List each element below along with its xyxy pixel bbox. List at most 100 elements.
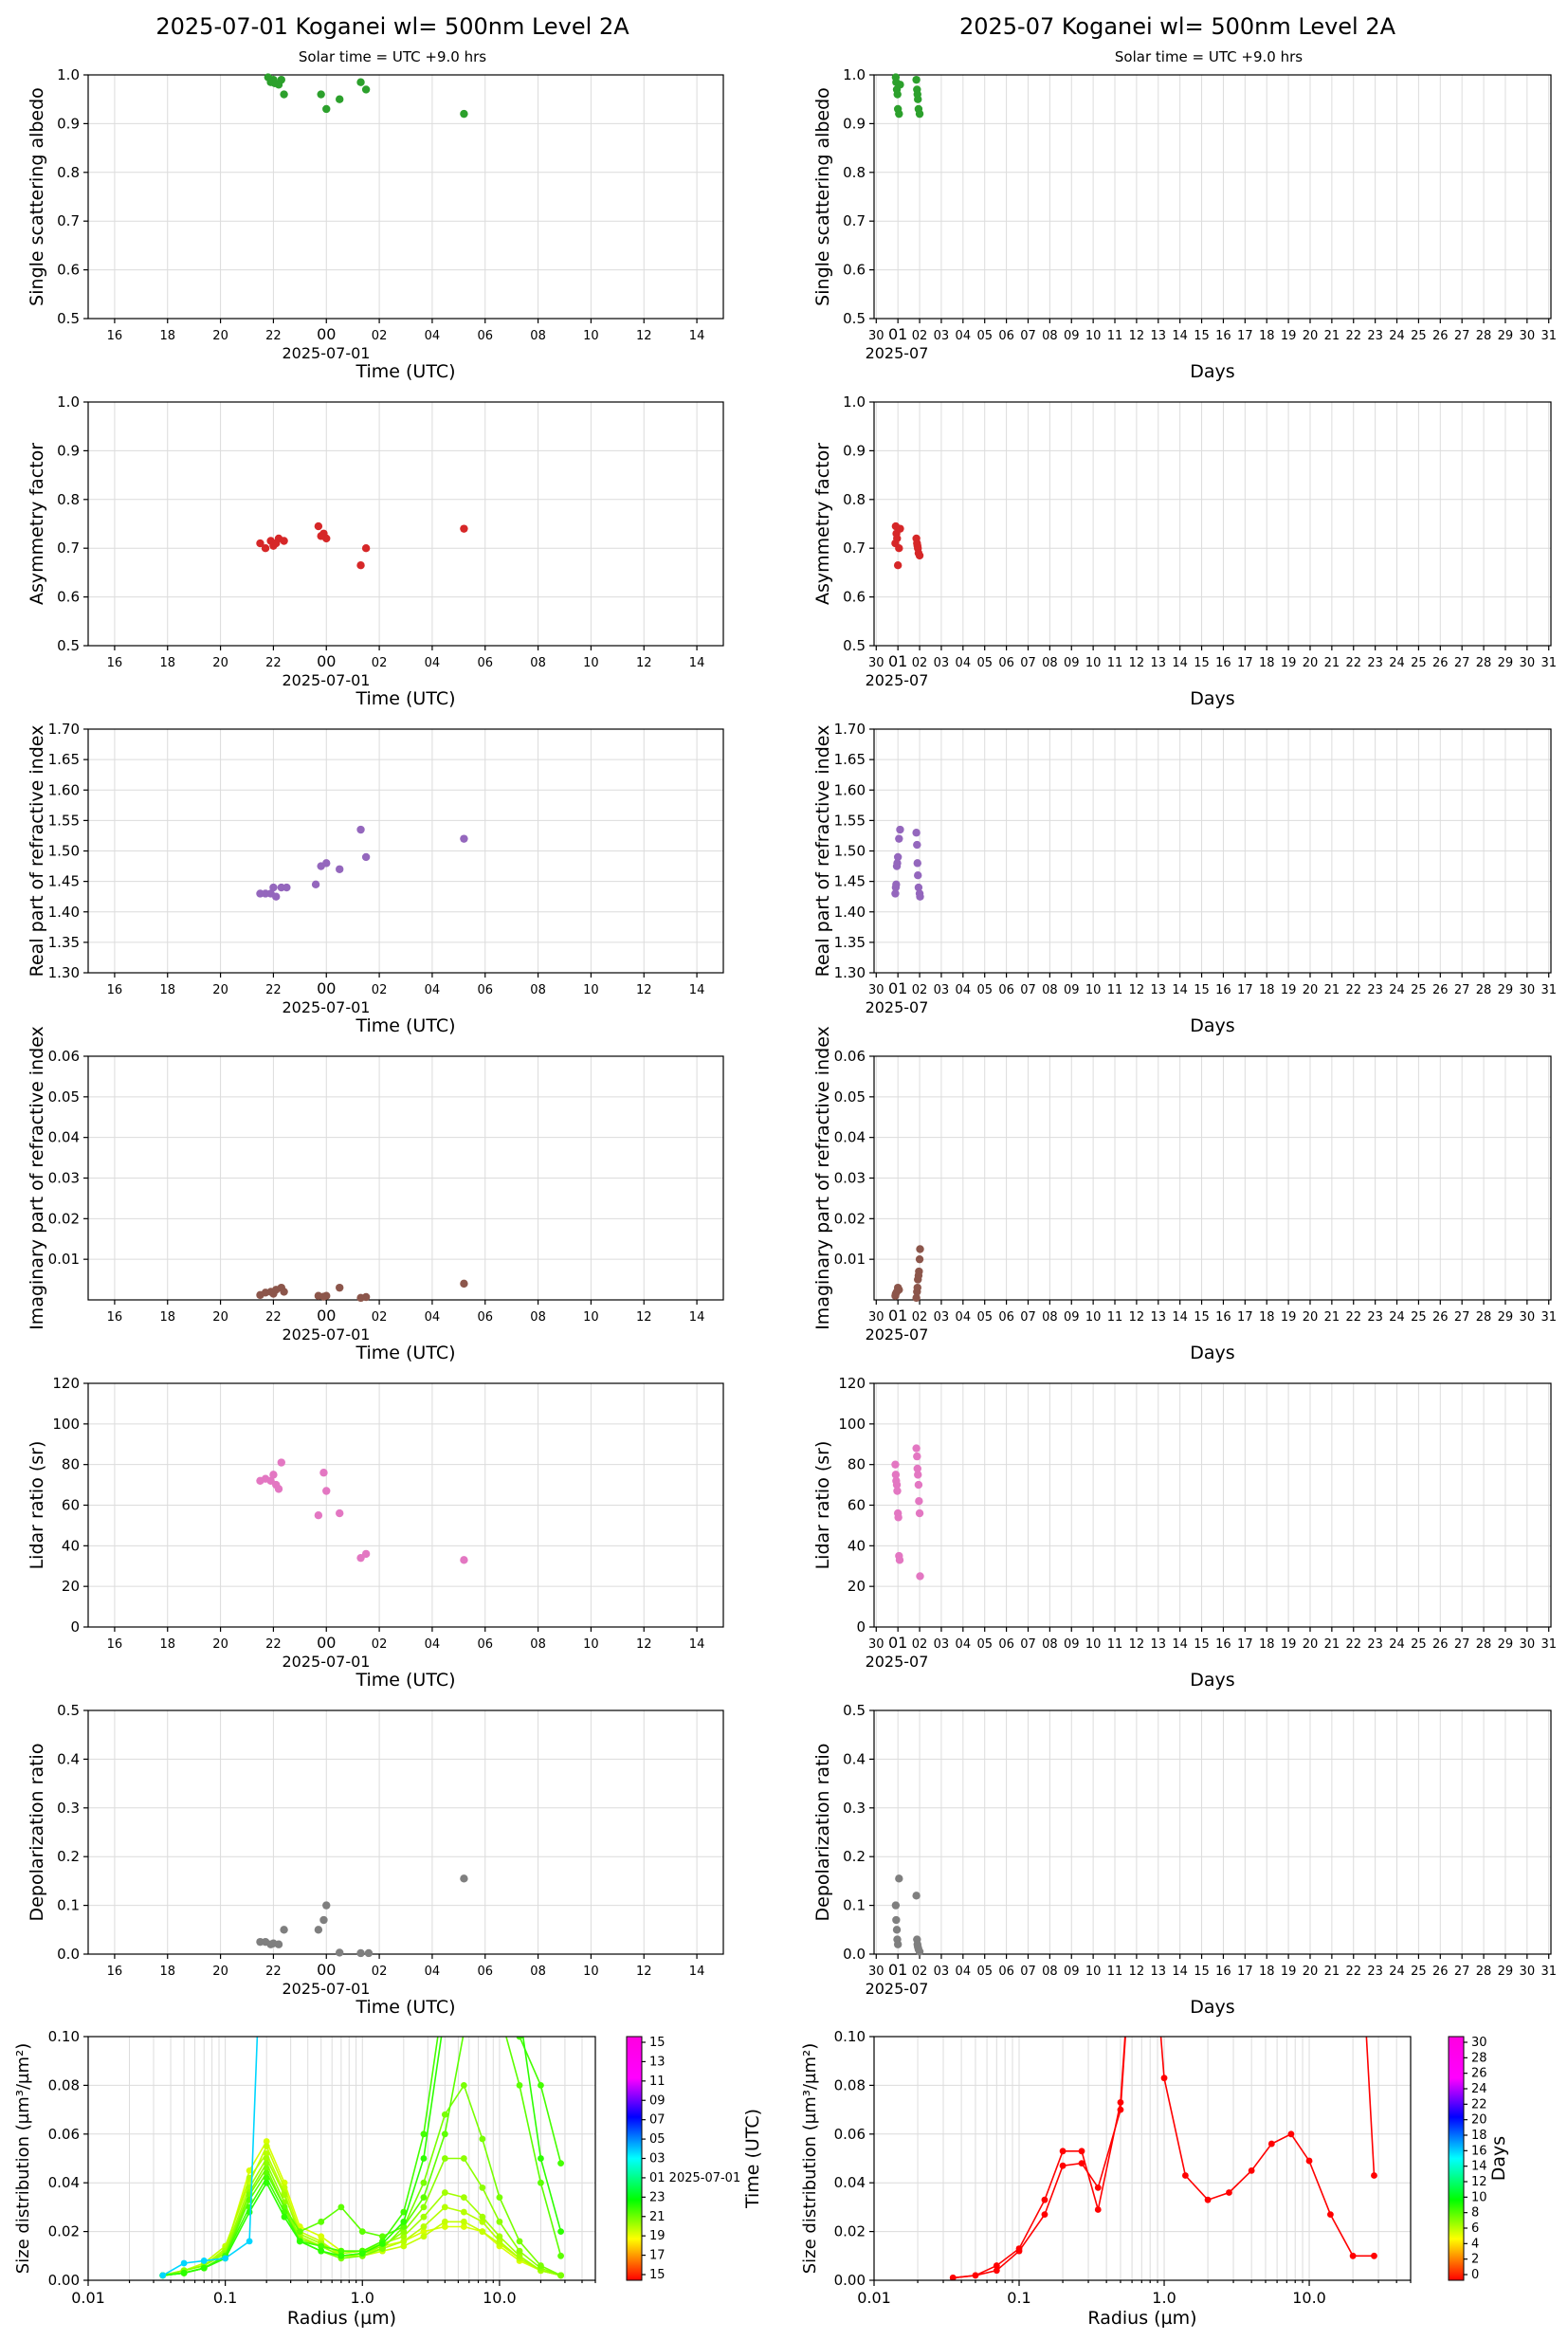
y-tick-label: 1.40 [48, 904, 80, 921]
x-tick-label: 15 [1194, 1637, 1210, 1652]
x-tick-label: 06 [998, 1637, 1014, 1652]
series-point [400, 2208, 408, 2216]
y-tick-label: 0 [70, 1618, 80, 1636]
y-tick-label: 0.03 [834, 1170, 866, 1187]
x-tick-label: 27 [1454, 329, 1470, 343]
x-tick-label: 19 [1281, 329, 1297, 343]
colorbar-label: 24 [1471, 2082, 1487, 2096]
x-tick-label: 22 [265, 1637, 282, 1652]
series-point [180, 2269, 188, 2276]
x-tick-label: 24 [1389, 656, 1405, 670]
x-tick-label: 05 [976, 1637, 993, 1652]
grid [88, 401, 723, 647]
y-tick-label: 0.0 [843, 1946, 866, 1963]
x-tick-label: 29 [1498, 1310, 1514, 1325]
series-point [400, 1790, 407, 1797]
data-point [912, 1892, 921, 1900]
series-point [297, 1790, 303, 1797]
series-point [1139, 1790, 1145, 1797]
y-tick-label: 1.0 [843, 393, 866, 411]
colorbar-label: 07 [649, 2113, 665, 2128]
colorbar-label: 26 [1471, 2067, 1487, 2081]
series-point [1015, 2245, 1023, 2252]
data-point [319, 1469, 328, 1477]
series-point [400, 2223, 408, 2230]
x-tick-label: 08 [530, 1965, 546, 1979]
series-point [281, 2213, 288, 2221]
series-point [1349, 2252, 1357, 2259]
y-tick-label: 1.35 [834, 934, 866, 951]
grid [873, 2036, 1412, 2281]
x-tick-label: 28 [1476, 656, 1492, 670]
x-tick-label: 04 [956, 1310, 972, 1325]
series-point [460, 2155, 467, 2162]
x-tick-label: 04 [425, 329, 441, 343]
series-point [159, 2272, 167, 2279]
x-tick-label: 25 [1411, 1310, 1427, 1325]
x-tick-label: 04 [956, 1637, 972, 1652]
asym-daily-panel: 16 18 20 22 00 02 04 06 08 10 12 14 0.5 0.6 0.7 0.8 0.9 1… [27, 393, 724, 709]
x-tick-label: 20 [1303, 983, 1319, 997]
series-point [296, 2238, 303, 2245]
series-point [420, 2130, 428, 2138]
colorbar-label: 23 [649, 2190, 665, 2204]
y-tick-label: 0.3 [843, 1800, 866, 1817]
x-tick-label: 26 [1432, 1637, 1449, 1652]
x-tick-label: 29 [1498, 1637, 1514, 1652]
x-tick-label: 17 [1237, 1637, 1253, 1652]
x-tick-label: 25 [1411, 656, 1427, 670]
grid [874, 1382, 1551, 1628]
data-point [272, 892, 281, 901]
y-tick-label: 0.02 [834, 2223, 866, 2240]
series-point [318, 2218, 325, 2225]
x-tick-label: 30 [868, 329, 884, 343]
x-tick-label: 25 [1411, 983, 1427, 997]
x-tick-label: 13 [1151, 1310, 1167, 1325]
series-point [557, 1790, 564, 1797]
series-point [460, 2208, 467, 2216]
plot-frame [873, 1055, 1552, 1301]
y-tick-label: 1.50 [834, 843, 866, 860]
data-point [283, 883, 291, 892]
x-tick-label: 17 [1237, 656, 1253, 670]
date-label: 2025-07-01 [283, 1325, 371, 1344]
x-tick-label: 30 [868, 1965, 884, 1979]
x-tick-label: 05 [976, 656, 993, 670]
y-tick-label: 0.9 [843, 442, 866, 459]
series-point [337, 2203, 345, 2211]
grid [88, 728, 723, 974]
y-tick-label: 1.0 [57, 66, 80, 83]
data-point [277, 75, 285, 84]
series-point [516, 2247, 523, 2255]
y-axis-label: Asymmetry factor [27, 443, 47, 605]
x-tick-label: 01 [888, 979, 907, 997]
y-tick-label: 0.8 [843, 491, 866, 508]
plot-frame [873, 2036, 1412, 2281]
x-tick-label: 01 [888, 652, 907, 670]
x-tick-label: 03 [934, 329, 950, 343]
y-tick-label: 0.01 [48, 1251, 80, 1268]
x-tick-label: 15 [1194, 983, 1210, 997]
data-point [895, 834, 903, 843]
y-tick-label: 1.55 [48, 812, 80, 829]
data-point [893, 1487, 902, 1495]
data-point [336, 1948, 344, 1957]
series-point [1041, 2196, 1048, 2203]
x-tick-label: 11 [1107, 1965, 1123, 1979]
data-point [280, 537, 288, 545]
x-tick-label: 22 [1345, 329, 1361, 343]
x-tick-label: 18 [159, 656, 175, 670]
x-tick-label: 10 [583, 983, 599, 997]
x-tick-label: 28 [1476, 1310, 1492, 1325]
series-point [1305, 2157, 1313, 2165]
y-tick-label: 1.35 [48, 934, 80, 951]
y-tick-label: 0.9 [57, 442, 80, 459]
x-tick-label: 08 [1042, 1637, 1058, 1652]
x-tick-label: 09 [1064, 983, 1080, 997]
colorbar-label: 6 [1471, 2221, 1479, 2236]
x-tick-label: 24 [1389, 983, 1405, 997]
data-point [894, 1513, 903, 1522]
x-tick-label: 12 [1129, 1965, 1145, 1979]
data-point [361, 1549, 371, 1559]
colorbar-label: 12 [1471, 2175, 1487, 2189]
